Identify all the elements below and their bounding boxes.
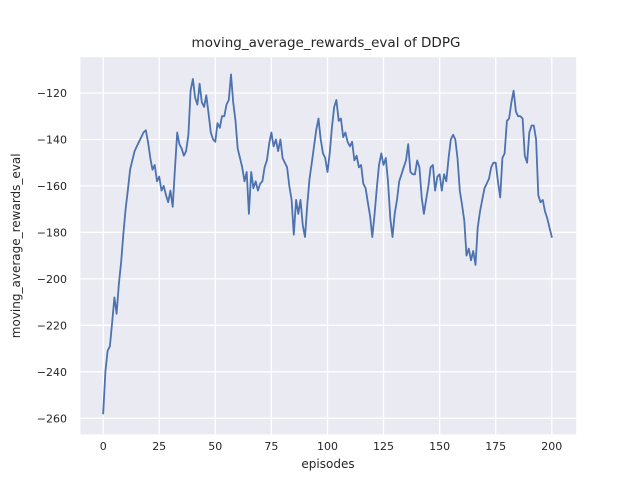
y-tick-label: −260 — [37, 412, 67, 425]
x-tick-label: 100 — [317, 440, 338, 453]
plot-layer: 0 25 50 75 100 125 150 175 200 −120 −140 −160 −180 −2… — [37, 57, 577, 453]
plot-area — [80, 57, 577, 435]
series-line — [102, 73, 553, 415]
y-tick-label: −120 — [37, 87, 67, 100]
x-tick-label: 0 — [100, 440, 107, 453]
x-tick-label: 25 — [152, 440, 166, 453]
x-tick-label: 200 — [541, 440, 562, 453]
x-tick-label: 75 — [264, 440, 278, 453]
x-tick-label: 150 — [429, 440, 450, 453]
y-axis-label: moving_average_rewards_eval — [9, 153, 23, 338]
x-tick-label: 175 — [485, 440, 506, 453]
y-tick-label: −240 — [37, 366, 67, 379]
y-tick-label: −140 — [37, 134, 67, 147]
chart-title: moving_average_rewards_eval of DDPG — [192, 35, 461, 51]
y-tick-label: −200 — [37, 273, 67, 286]
x-tick-label: 125 — [373, 440, 394, 453]
x-axis-label: episodes — [301, 457, 354, 471]
y-tick-label: −220 — [37, 319, 67, 332]
y-tick-label: −160 — [37, 180, 67, 193]
x-tick-label: 50 — [208, 440, 222, 453]
y-tick-label: −180 — [37, 226, 67, 239]
